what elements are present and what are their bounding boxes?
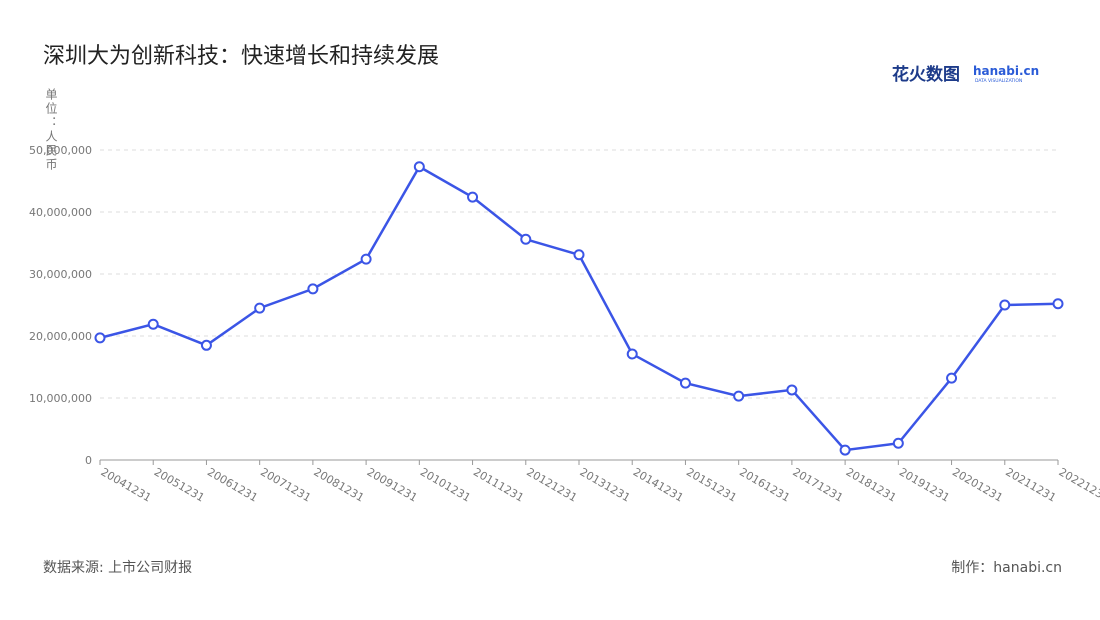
logo-tag: DATA VISUALIZATION — [975, 78, 1022, 84]
x-tick-label: 20041231 — [99, 465, 154, 504]
x-tick-label: 20151231 — [684, 465, 739, 504]
point — [360, 253, 372, 265]
x-tick-label: 20081231 — [311, 465, 366, 504]
point — [786, 384, 798, 396]
point — [200, 339, 212, 351]
y-tick-label: 20,000,000 — [29, 330, 92, 343]
x-tick-label: 20191231 — [897, 465, 952, 504]
point — [147, 318, 159, 330]
x-tick-label: 20071231 — [258, 465, 313, 504]
point — [520, 233, 532, 245]
logo-text: 花火数图 — [892, 64, 960, 85]
point — [999, 299, 1011, 311]
y-tick-label: 0 — [85, 454, 92, 467]
y-axis-label: 单位：人民币 — [44, 88, 58, 172]
x-tick-label: 20141231 — [631, 465, 686, 504]
x-tick-label: 20111231 — [471, 465, 526, 504]
point — [1052, 298, 1064, 310]
x-tick-label: 20221231 — [1057, 465, 1100, 504]
x-tick-label: 20181231 — [844, 465, 899, 504]
chart-title: 深圳大为创新科技：快速增长和持续发展 — [43, 44, 439, 69]
point — [467, 191, 479, 203]
x-tick-label: 20091231 — [365, 465, 420, 504]
x-tick-label: 20061231 — [205, 465, 260, 504]
x-tick-label: 20211231 — [1003, 465, 1058, 504]
y-tick-label: 10,000,000 — [29, 392, 92, 405]
y-tick-label: 50,000,000 — [29, 144, 92, 157]
point — [679, 377, 691, 389]
point — [254, 302, 266, 314]
point — [626, 348, 638, 360]
x-tick-label: 20121231 — [524, 465, 579, 504]
y-tick-label: 40,000,000 — [29, 206, 92, 219]
x-tick-label: 20131231 — [578, 465, 633, 504]
x-tick-label: 20051231 — [152, 465, 207, 504]
source: 数据来源: 上市公司财报 — [43, 559, 192, 576]
line — [99, 165, 1059, 452]
point — [892, 437, 904, 449]
x-tick-label: 20101231 — [418, 465, 473, 504]
x-tick-label: 20201231 — [950, 465, 1005, 504]
point — [573, 249, 585, 261]
point — [307, 283, 319, 295]
point — [94, 332, 106, 344]
point — [413, 161, 425, 173]
credit: 制作：hanabi.cn — [951, 560, 1062, 576]
logo-sub: hanabi.cn — [973, 64, 1039, 78]
point — [946, 372, 958, 384]
x-tick-label: 20161231 — [737, 465, 792, 504]
y-tick-label: 30,000,000 — [29, 268, 92, 281]
point — [733, 390, 745, 402]
x-tick-label: 20171231 — [790, 465, 845, 504]
point — [839, 444, 851, 456]
